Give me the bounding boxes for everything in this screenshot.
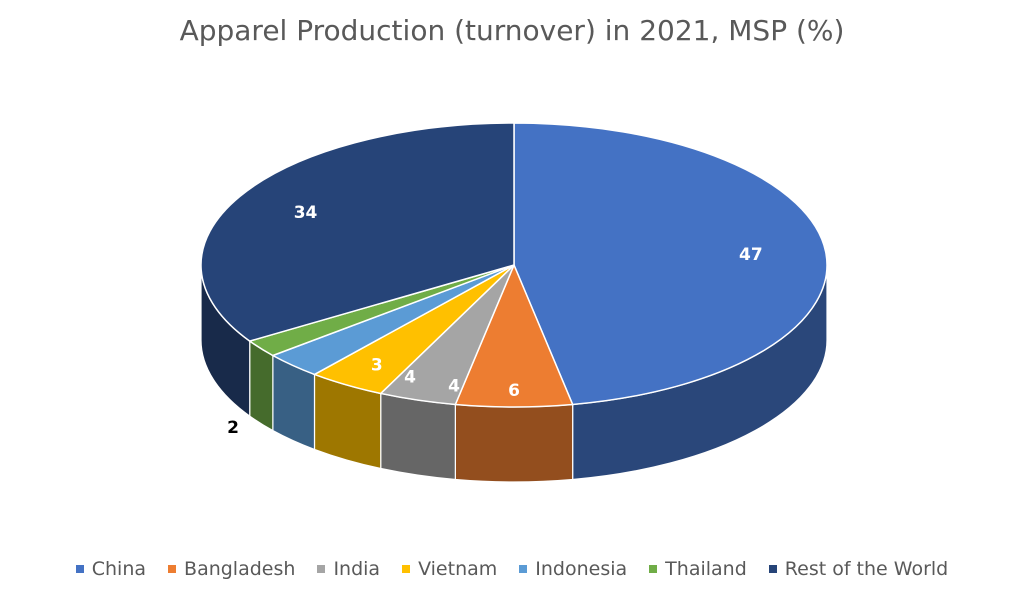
- legend-swatch: [519, 565, 528, 573]
- legend-swatch: [768, 565, 777, 573]
- data-label-china: 47: [739, 245, 763, 265]
- legend-label: Vietnam: [418, 558, 498, 580]
- data-label-thailand: 2: [227, 418, 239, 438]
- legend-swatch: [75, 565, 84, 573]
- legend-item-bangladesh: Bangladesh: [168, 558, 295, 580]
- legend-item-rest-of-the-world: Rest of the World: [768, 558, 949, 580]
- legend-label: Thailand: [665, 558, 747, 580]
- legend-label: China: [91, 558, 147, 580]
- legend-item-vietnam: Vietnam: [402, 558, 497, 580]
- legend-label: Indonesia: [535, 558, 628, 580]
- legend-swatch: [317, 565, 326, 573]
- legend-label: Rest of the World: [784, 558, 949, 580]
- slice-side-bangladesh: [454, 403, 574, 483]
- data-label-bangladesh: 6: [508, 381, 520, 401]
- data-label-vietnam: 4: [404, 367, 416, 387]
- legend-label: Bangladesh: [184, 558, 296, 580]
- legend-item-india: India: [317, 558, 380, 580]
- slice-bangladesh: [454, 263, 574, 408]
- legend-swatch: [402, 565, 411, 573]
- legend-item-indonesia: Indonesia: [519, 558, 627, 580]
- data-label-india: 4: [448, 377, 460, 397]
- chart-title: Apparel Production (turnover) in 2021, M…: [179, 14, 845, 47]
- legend-swatch: [168, 565, 177, 573]
- data-label-indonesia: 3: [371, 355, 383, 375]
- legend-swatch: [649, 565, 658, 573]
- slice-side-thailand: [249, 339, 274, 432]
- slice-side-india: [380, 392, 456, 481]
- slice-rest-of-the-world: [200, 122, 515, 342]
- legend: China Bangladesh India Vietnam Indonesia Thai…: [0, 558, 1024, 580]
- slice-china: [513, 122, 828, 406]
- data-label-rest-of-the-world: 34: [294, 203, 318, 223]
- legend-item-thailand: Thailand: [649, 558, 747, 580]
- legend-item-china: China: [75, 558, 147, 580]
- legend-label: India: [333, 558, 381, 580]
